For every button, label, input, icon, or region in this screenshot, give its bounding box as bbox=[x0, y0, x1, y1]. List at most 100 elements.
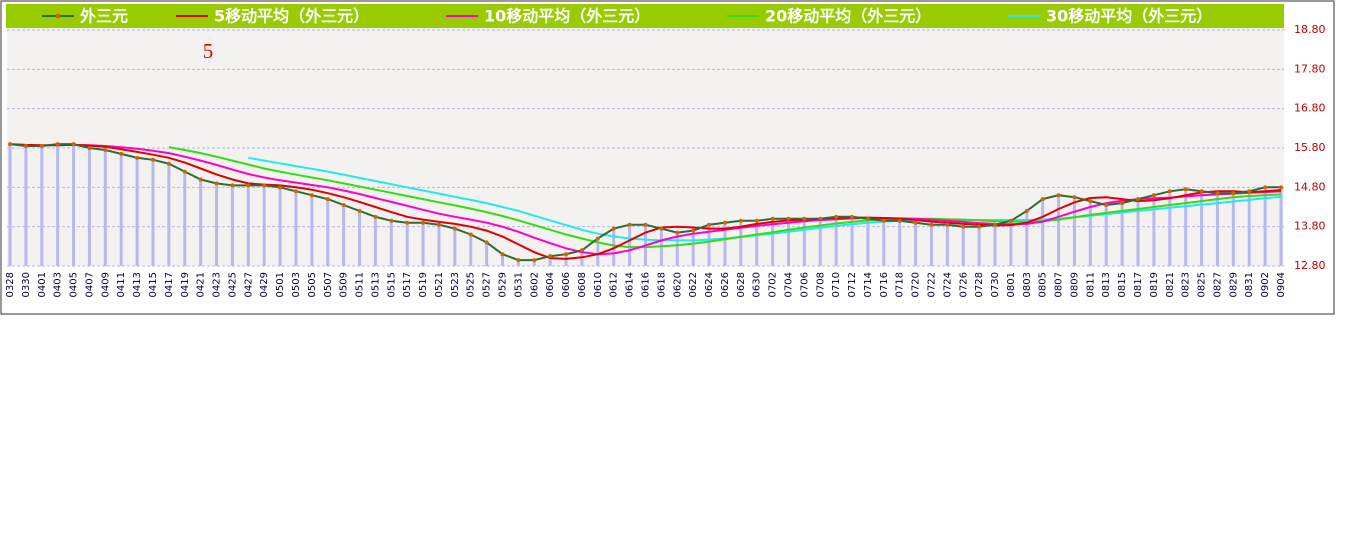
point bbox=[341, 203, 346, 208]
x-tick-label: 0507 bbox=[323, 272, 334, 297]
x-tick-label: 0330 bbox=[21, 272, 32, 297]
x-tick-label: 0630 bbox=[752, 272, 763, 297]
x-tick-label: 0403 bbox=[53, 272, 64, 297]
point bbox=[707, 222, 712, 227]
x-tick-label: 0726 bbox=[958, 272, 969, 297]
point bbox=[993, 222, 998, 227]
point bbox=[770, 216, 775, 221]
point bbox=[262, 183, 267, 188]
point bbox=[834, 214, 839, 219]
point bbox=[246, 183, 251, 188]
series-line bbox=[248, 156, 1282, 242]
x-tick-label: 0405 bbox=[69, 272, 80, 297]
x-tick-label: 0720 bbox=[911, 272, 922, 297]
x-tick-label: 0710 bbox=[831, 272, 842, 297]
point bbox=[309, 193, 314, 198]
point bbox=[977, 224, 982, 229]
point bbox=[643, 222, 648, 227]
x-tick-label: 0722 bbox=[926, 272, 937, 297]
point bbox=[421, 220, 426, 225]
x-tick-label: 0811 bbox=[1085, 272, 1096, 297]
point bbox=[182, 169, 187, 174]
point bbox=[1247, 189, 1252, 194]
x-tick-label: 0628 bbox=[736, 272, 747, 297]
point bbox=[1151, 193, 1156, 198]
x-tick-label: 0730 bbox=[990, 272, 1001, 297]
point bbox=[548, 254, 553, 259]
point bbox=[1088, 199, 1093, 204]
point bbox=[1008, 218, 1013, 223]
x-tick-label: 0803 bbox=[1022, 272, 1033, 297]
point bbox=[1215, 191, 1220, 196]
x-tick-label: 0624 bbox=[704, 272, 715, 297]
x-tick-label: 0618 bbox=[656, 272, 667, 297]
y-tick-label: 14.80 bbox=[1294, 180, 1326, 193]
x-tick-label: 0809 bbox=[1069, 272, 1080, 297]
x-tick-label: 0902 bbox=[1260, 272, 1271, 297]
point bbox=[1024, 208, 1029, 213]
x-tick-label: 0608 bbox=[577, 272, 588, 297]
x-tick-label: 0616 bbox=[641, 272, 652, 297]
y-tick-label: 18.80 bbox=[1294, 23, 1326, 36]
point bbox=[452, 226, 457, 231]
x-tick-label: 0614 bbox=[625, 272, 636, 297]
point bbox=[1263, 185, 1268, 190]
x-tick-label: 0419 bbox=[180, 272, 191, 297]
x-tick-label: 0620 bbox=[672, 272, 683, 297]
x-tick-label: 0401 bbox=[37, 272, 48, 297]
point bbox=[119, 151, 124, 156]
x-tick-label: 0529 bbox=[498, 272, 509, 297]
x-tick-label: 0423 bbox=[212, 272, 223, 297]
point bbox=[802, 216, 807, 221]
point bbox=[675, 230, 680, 235]
x-tick-label: 0728 bbox=[974, 272, 985, 297]
point bbox=[691, 228, 696, 233]
point bbox=[722, 220, 727, 225]
x-tick-label: 0527 bbox=[482, 272, 493, 297]
point bbox=[1231, 191, 1236, 196]
point bbox=[103, 147, 108, 152]
point bbox=[516, 258, 521, 263]
x-tick-label: 0417 bbox=[164, 272, 175, 297]
x-tick-label: 0604 bbox=[545, 272, 556, 297]
x-tick-label: 0515 bbox=[386, 272, 397, 297]
series-line bbox=[9, 143, 1282, 260]
point bbox=[1136, 197, 1141, 202]
point bbox=[87, 146, 92, 150]
x-tick-label: 0626 bbox=[720, 272, 731, 297]
point bbox=[39, 144, 44, 149]
x-tick-label: 0513 bbox=[370, 272, 381, 297]
point bbox=[929, 222, 934, 227]
x-tick-label: 0704 bbox=[783, 272, 794, 297]
point bbox=[1072, 195, 1077, 200]
x-tick-label: 0411 bbox=[116, 272, 127, 297]
x-tick-label: 0519 bbox=[418, 272, 429, 297]
point bbox=[278, 185, 283, 190]
point bbox=[484, 240, 489, 245]
x-tick-label: 0409 bbox=[100, 272, 111, 297]
x-tick-label: 0610 bbox=[593, 272, 604, 297]
series-line bbox=[73, 143, 1282, 256]
x-tick-label: 0813 bbox=[1101, 272, 1112, 297]
x-tick-label: 0523 bbox=[450, 272, 461, 297]
point bbox=[1104, 203, 1109, 208]
x-tick-label: 0531 bbox=[513, 272, 524, 297]
point bbox=[897, 218, 902, 223]
point bbox=[881, 218, 886, 223]
x-tick-label: 0819 bbox=[1149, 272, 1160, 297]
point bbox=[500, 252, 505, 257]
point bbox=[961, 224, 966, 229]
x-tick-label: 0827 bbox=[1212, 272, 1223, 297]
x-tick-label: 0904 bbox=[1276, 272, 1287, 297]
x-tick-label: 0429 bbox=[259, 272, 270, 297]
legend-bar bbox=[6, 4, 1284, 28]
point bbox=[150, 157, 155, 162]
annotation: 5 bbox=[203, 39, 214, 63]
legend-marker bbox=[55, 13, 61, 19]
x-tick-label: 0606 bbox=[561, 272, 572, 297]
x-tick-label: 0501 bbox=[275, 272, 286, 297]
y-tick-label: 13.80 bbox=[1294, 220, 1326, 233]
point bbox=[913, 220, 918, 225]
point bbox=[357, 208, 362, 213]
